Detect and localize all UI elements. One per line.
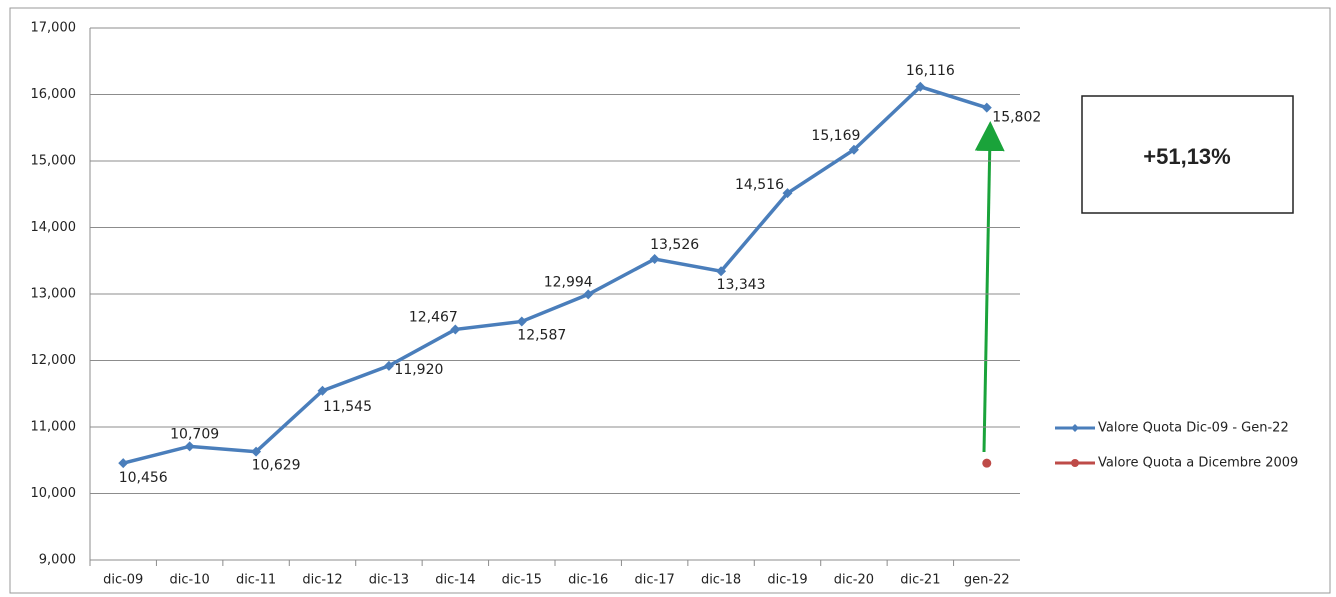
data-label: 10,629 bbox=[252, 458, 301, 474]
data-label: 15,169 bbox=[811, 128, 860, 144]
marker bbox=[118, 458, 129, 469]
y-tick-label: 13,000 bbox=[31, 287, 77, 302]
x-tick-label: dic-12 bbox=[302, 573, 342, 588]
y-tick-label: 9,000 bbox=[39, 553, 76, 568]
annotation: +51,13% bbox=[1143, 144, 1230, 169]
x-tick-label: dic-11 bbox=[236, 573, 276, 588]
y-tick-label: 17,000 bbox=[31, 21, 77, 36]
data-label: 11,545 bbox=[323, 399, 372, 415]
x-tick-label: dic-09 bbox=[103, 573, 143, 588]
data-label: 12,994 bbox=[544, 274, 593, 290]
y-tick-label: 14,000 bbox=[31, 220, 77, 235]
data-label: 15,802 bbox=[992, 110, 1041, 126]
marker bbox=[383, 360, 394, 371]
legend-label: Valore Quota a Dicembre 2009 bbox=[1098, 456, 1298, 471]
marker bbox=[981, 102, 992, 113]
data-label: 10,456 bbox=[119, 470, 168, 486]
marker bbox=[982, 458, 992, 468]
annotation-box bbox=[1081, 95, 1294, 214]
x-tick-label: gen-22 bbox=[964, 573, 1010, 588]
series-line bbox=[122, 84, 988, 465]
data-label: 12,467 bbox=[409, 309, 458, 325]
x-tick-label: dic-15 bbox=[502, 573, 542, 588]
marker bbox=[251, 446, 262, 457]
marker bbox=[516, 316, 527, 327]
legend-marker bbox=[1071, 424, 1079, 432]
marker bbox=[782, 188, 793, 199]
y-tick-label: 15,000 bbox=[31, 154, 77, 169]
y-tick-label: 11,000 bbox=[31, 420, 77, 435]
chart-border bbox=[9, 7, 1331, 594]
legend-label: Valore Quota Dic-09 - Gen-22 bbox=[1098, 421, 1289, 436]
data-label: 11,920 bbox=[394, 362, 443, 378]
x-tick-label: dic-21 bbox=[900, 573, 940, 588]
marker bbox=[184, 441, 195, 452]
marker bbox=[317, 385, 328, 396]
marker bbox=[649, 254, 660, 265]
x-tick-label: dic-20 bbox=[834, 573, 874, 588]
marker bbox=[583, 289, 594, 300]
data-label: 13,526 bbox=[650, 237, 699, 253]
y-tick-label: 16,000 bbox=[31, 87, 77, 102]
marker bbox=[848, 144, 859, 155]
x-tick-label: dic-16 bbox=[568, 573, 608, 588]
x-tick-label: dic-10 bbox=[170, 573, 210, 588]
data-label: 13,343 bbox=[717, 277, 766, 293]
data-label: 16,116 bbox=[906, 63, 955, 79]
marker bbox=[716, 266, 727, 277]
x-tick-label: dic-19 bbox=[767, 573, 807, 588]
data-label: 10,709 bbox=[170, 426, 219, 442]
x-tick-label: dic-18 bbox=[701, 573, 741, 588]
legend-marker bbox=[1071, 459, 1079, 467]
marker bbox=[450, 324, 461, 335]
marker bbox=[915, 81, 926, 92]
data-label: 14,516 bbox=[735, 177, 784, 193]
y-tick-label: 10,000 bbox=[31, 486, 77, 501]
y-tick-label: 12,000 bbox=[31, 353, 77, 368]
x-tick-label: dic-17 bbox=[635, 573, 675, 588]
x-tick-label: dic-14 bbox=[435, 573, 475, 588]
data-label: 12,587 bbox=[517, 327, 566, 343]
x-tick-label: dic-13 bbox=[369, 573, 409, 588]
